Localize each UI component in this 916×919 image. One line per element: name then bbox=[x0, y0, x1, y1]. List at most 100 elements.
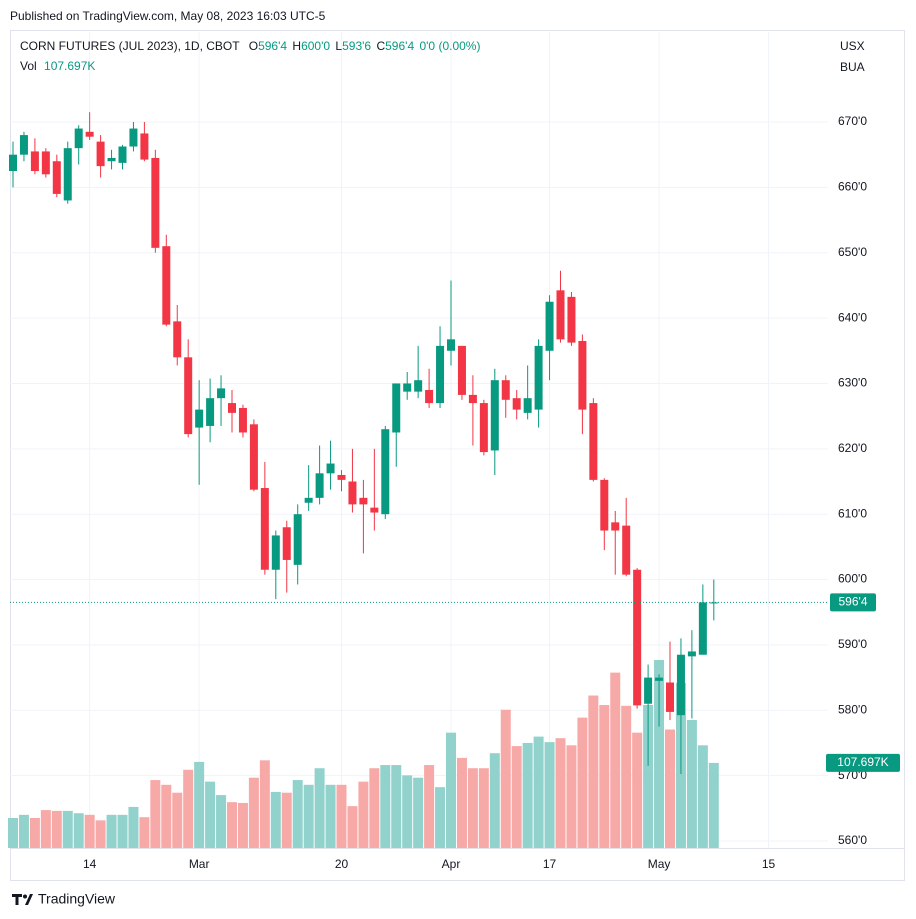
candle-body bbox=[370, 507, 379, 513]
volume-bar bbox=[51, 810, 62, 848]
volume-bar bbox=[632, 732, 643, 848]
candle-body bbox=[578, 340, 587, 410]
candle-body bbox=[52, 161, 61, 194]
candle-body bbox=[9, 154, 17, 172]
candle-body bbox=[140, 133, 149, 160]
x-tick-label: 17 bbox=[543, 857, 557, 871]
candle-body bbox=[162, 246, 171, 325]
volume-bar bbox=[435, 787, 446, 848]
candle-body bbox=[326, 463, 335, 474]
candle-body bbox=[118, 146, 127, 163]
change-value: 0'0 (0.00%) bbox=[419, 39, 480, 53]
candle-body bbox=[709, 602, 718, 604]
volume-bar bbox=[270, 791, 281, 848]
volume-bar bbox=[325, 784, 336, 848]
high-key: H bbox=[292, 39, 301, 53]
volume-tag bbox=[826, 753, 900, 772]
candle-body bbox=[457, 345, 466, 395]
candle-body bbox=[107, 157, 116, 162]
volume-bar bbox=[544, 742, 555, 848]
legend-line: CORN FUTURES (JUL 2023), 1D, CBOT O596'4… bbox=[20, 39, 480, 53]
volume-bar bbox=[84, 814, 95, 848]
plot: 560'0570'0580'0590'0600'0610'0620'0630'0… bbox=[8, 32, 900, 871]
candle-body bbox=[206, 398, 215, 426]
volume-value: 107.697K bbox=[44, 59, 95, 73]
volume-bar bbox=[237, 802, 248, 848]
candle-body bbox=[611, 522, 620, 531]
y-tick-label: 560'0 bbox=[838, 833, 867, 847]
volume-bar bbox=[216, 795, 227, 848]
volume-bar bbox=[336, 784, 347, 848]
y-tick-label: 670'0 bbox=[838, 114, 867, 128]
candle-body bbox=[96, 141, 105, 167]
x-tick-label: 14 bbox=[83, 857, 97, 871]
volume-bar bbox=[314, 768, 325, 848]
volume-bar bbox=[621, 705, 632, 848]
candle-body bbox=[238, 407, 247, 433]
y-tick-label: 650'0 bbox=[838, 245, 867, 259]
candle-body bbox=[151, 157, 160, 248]
volume-bar bbox=[128, 806, 139, 848]
volume-bar bbox=[150, 780, 161, 848]
candle-body bbox=[490, 380, 499, 451]
candle-body bbox=[655, 677, 664, 681]
candle-body bbox=[698, 602, 707, 655]
y-tick-label: 660'0 bbox=[838, 180, 867, 194]
volume-bar bbox=[665, 729, 675, 848]
candle-body bbox=[545, 301, 554, 351]
volume-bar bbox=[18, 814, 29, 848]
unit: BUA bbox=[840, 60, 865, 74]
volume-bar bbox=[347, 806, 358, 848]
candle-body bbox=[315, 473, 324, 498]
volume-key: Vol bbox=[20, 59, 37, 73]
volume-bar bbox=[227, 802, 237, 848]
candle-body bbox=[249, 424, 258, 490]
volume-bar bbox=[248, 777, 259, 848]
brand-logo bbox=[12, 894, 33, 905]
candle-body bbox=[271, 535, 280, 570]
volume-bar bbox=[391, 765, 402, 848]
volume-bar bbox=[555, 738, 566, 848]
candle-body bbox=[666, 682, 674, 712]
volume-bar bbox=[610, 672, 621, 848]
volume-bar bbox=[424, 765, 435, 848]
candle-body bbox=[217, 388, 226, 399]
candle-body bbox=[425, 389, 434, 404]
candle-body bbox=[41, 151, 50, 175]
y-tick-label: 580'0 bbox=[838, 702, 867, 716]
candle-body bbox=[676, 654, 685, 716]
candle-body bbox=[436, 345, 445, 404]
volume-bar bbox=[106, 814, 117, 848]
volume-bar bbox=[29, 817, 40, 848]
volume-bar bbox=[194, 761, 205, 848]
brand-name: TradingView bbox=[38, 891, 116, 907]
candle-body bbox=[304, 497, 313, 503]
y-tick-label: 600'0 bbox=[838, 572, 867, 586]
volume-bar bbox=[62, 810, 73, 848]
x-tick-label: Mar bbox=[189, 857, 210, 871]
volume-bar bbox=[183, 769, 194, 848]
candle-body bbox=[19, 135, 28, 155]
candle-body bbox=[622, 525, 631, 575]
volume-bar bbox=[643, 705, 654, 848]
volume-bar bbox=[205, 781, 216, 848]
volume-bar bbox=[369, 768, 380, 848]
volume-bar bbox=[686, 720, 697, 848]
open-value: 596'4 bbox=[258, 39, 287, 53]
volume-bar bbox=[566, 745, 577, 848]
candle-body bbox=[348, 481, 357, 505]
last-price-tag bbox=[830, 593, 876, 612]
volume-bar bbox=[511, 746, 522, 848]
close-value: 596'4 bbox=[385, 39, 414, 53]
volume-bar bbox=[8, 817, 18, 848]
candle-body bbox=[129, 128, 138, 147]
candle-body bbox=[30, 151, 39, 172]
candle-body bbox=[523, 398, 532, 413]
volume-bar bbox=[500, 709, 511, 848]
high-value: 600'0 bbox=[301, 39, 330, 53]
x-tick-label: May bbox=[648, 857, 671, 871]
candle-body bbox=[534, 345, 543, 410]
candle-body bbox=[512, 398, 521, 410]
volume-bar bbox=[456, 757, 467, 848]
x-tick-label: Apr bbox=[442, 857, 461, 871]
